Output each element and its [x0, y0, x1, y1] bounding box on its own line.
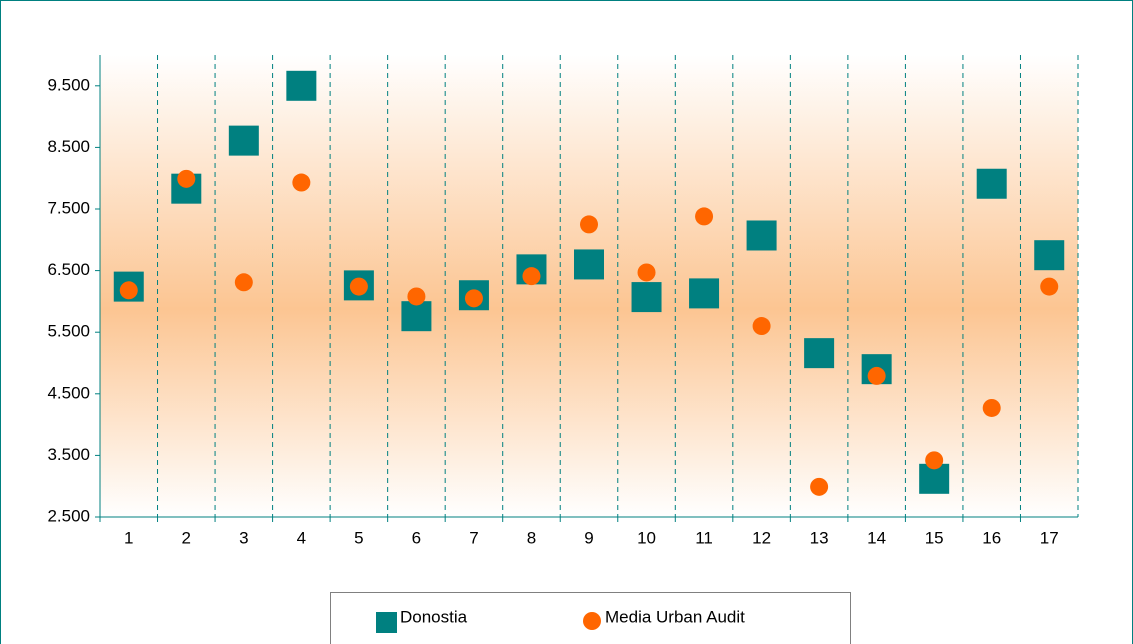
- x-tick-label: 8: [527, 528, 536, 547]
- x-tick-label: 1: [124, 528, 133, 547]
- x-tick-label: 2: [182, 528, 191, 547]
- x-tick-label: 7: [469, 528, 478, 547]
- point: [522, 267, 541, 286]
- point: [119, 281, 138, 300]
- y-tick-label: 9.500: [47, 75, 90, 94]
- point: [1040, 277, 1059, 296]
- point: [631, 282, 662, 313]
- x-tick-label: 16: [982, 528, 1001, 547]
- point: [177, 169, 196, 188]
- point: [407, 287, 426, 306]
- point: [464, 289, 483, 308]
- y-tick-label: 2.500: [47, 506, 90, 525]
- point: [867, 366, 886, 385]
- x-tick-label: 13: [810, 528, 829, 547]
- x-tick-label: 10: [637, 528, 656, 547]
- point: [752, 317, 771, 336]
- x-tick-label: 17: [1040, 528, 1059, 547]
- legend-label: Media Urban Audit: [605, 607, 745, 626]
- point: [228, 125, 259, 156]
- point: [349, 277, 368, 296]
- legend-icon: [376, 612, 397, 633]
- x-tick-label: 5: [354, 528, 363, 547]
- point: [689, 278, 720, 309]
- point: [982, 398, 1001, 417]
- point: [810, 477, 829, 496]
- plot-area: [100, 55, 1078, 517]
- x-tick-label: 6: [412, 528, 421, 547]
- point: [695, 207, 714, 226]
- x-tick-label: 4: [297, 528, 306, 547]
- point: [976, 168, 1007, 199]
- x-tick-label: 3: [239, 528, 248, 547]
- point: [580, 215, 598, 234]
- y-tick-label: 8.500: [47, 137, 90, 156]
- legend-icon: [583, 612, 601, 630]
- point: [1034, 240, 1065, 271]
- point: [234, 273, 253, 292]
- point: [574, 249, 604, 280]
- x-tick-label: 9: [584, 528, 593, 547]
- point: [925, 451, 944, 470]
- x-tick-label: 11: [695, 528, 713, 547]
- point: [746, 220, 777, 251]
- x-tick-label: 15: [925, 528, 944, 547]
- point: [286, 70, 317, 101]
- y-tick-label: 5.500: [47, 322, 90, 341]
- point: [292, 173, 311, 192]
- point: [637, 263, 656, 282]
- point: [804, 338, 835, 369]
- legend-box: [330, 592, 851, 644]
- legend-label: Donostia: [400, 607, 468, 626]
- y-tick-label: 6.500: [47, 260, 90, 279]
- y-tick-label: 3.500: [47, 445, 90, 464]
- point: [401, 301, 432, 332]
- y-tick-label: 4.500: [47, 383, 90, 402]
- x-tick-label: 14: [867, 528, 886, 547]
- x-tick-label: 12: [752, 528, 771, 547]
- y-tick-label: 7.500: [47, 198, 90, 217]
